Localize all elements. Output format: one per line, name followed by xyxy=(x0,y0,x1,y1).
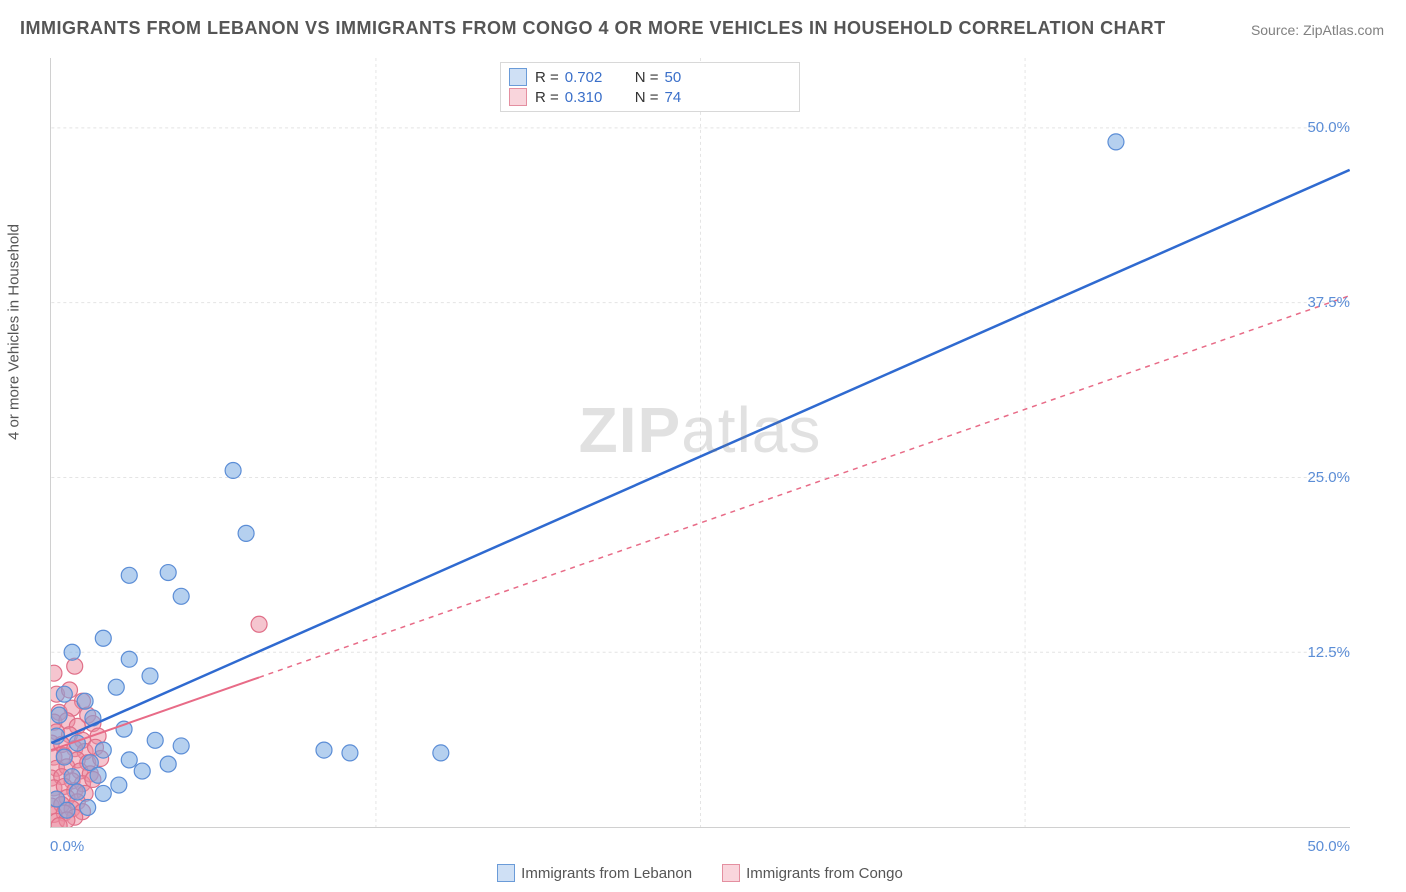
y-axis-tick-label: 25.0% xyxy=(1307,469,1350,486)
source-label: Source: ZipAtlas.com xyxy=(1251,22,1384,38)
chart-title: IMMIGRANTS FROM LEBANON VS IMMIGRANTS FR… xyxy=(20,18,1166,39)
x-axis-max-label: 50.0% xyxy=(1307,838,1350,855)
n-value-congo: 74 xyxy=(665,89,682,106)
series-legend-item: Immigrants from Lebanon xyxy=(497,864,692,882)
n-label: N = xyxy=(635,69,659,86)
legend-swatch-congo xyxy=(722,864,740,882)
n-label: N = xyxy=(635,89,659,106)
series-name-congo: Immigrants from Congo xyxy=(746,865,903,882)
y-axis-tick-label: 37.5% xyxy=(1307,294,1350,311)
legend-swatch-lebanon xyxy=(509,68,527,86)
plot-area xyxy=(50,58,1350,828)
series-legend: Immigrants from Lebanon Immigrants from … xyxy=(50,864,1350,882)
y-axis-tick-label: 50.0% xyxy=(1307,119,1350,136)
r-value-lebanon: 0.702 xyxy=(565,69,619,86)
r-label: R = xyxy=(535,89,559,106)
r-label: R = xyxy=(535,69,559,86)
series-legend-item: Immigrants from Congo xyxy=(722,864,903,882)
y-axis-label: 4 or more Vehicles in Household xyxy=(6,224,23,440)
plot-svg xyxy=(51,58,1350,827)
x-axis-min-label: 0.0% xyxy=(50,838,84,855)
chart-container: IMMIGRANTS FROM LEBANON VS IMMIGRANTS FR… xyxy=(0,0,1406,892)
correlation-legend-row: R = 0.702 N = 50 xyxy=(509,67,791,87)
correlation-legend: R = 0.702 N = 50 R = 0.310 N = 74 xyxy=(500,62,800,112)
r-value-congo: 0.310 xyxy=(565,89,619,106)
legend-swatch-lebanon xyxy=(497,864,515,882)
y-axis-tick-label: 12.5% xyxy=(1307,644,1350,661)
n-value-lebanon: 50 xyxy=(665,69,682,86)
correlation-legend-row: R = 0.310 N = 74 xyxy=(509,87,791,107)
legend-swatch-congo xyxy=(509,88,527,106)
series-name-lebanon: Immigrants from Lebanon xyxy=(521,865,692,882)
